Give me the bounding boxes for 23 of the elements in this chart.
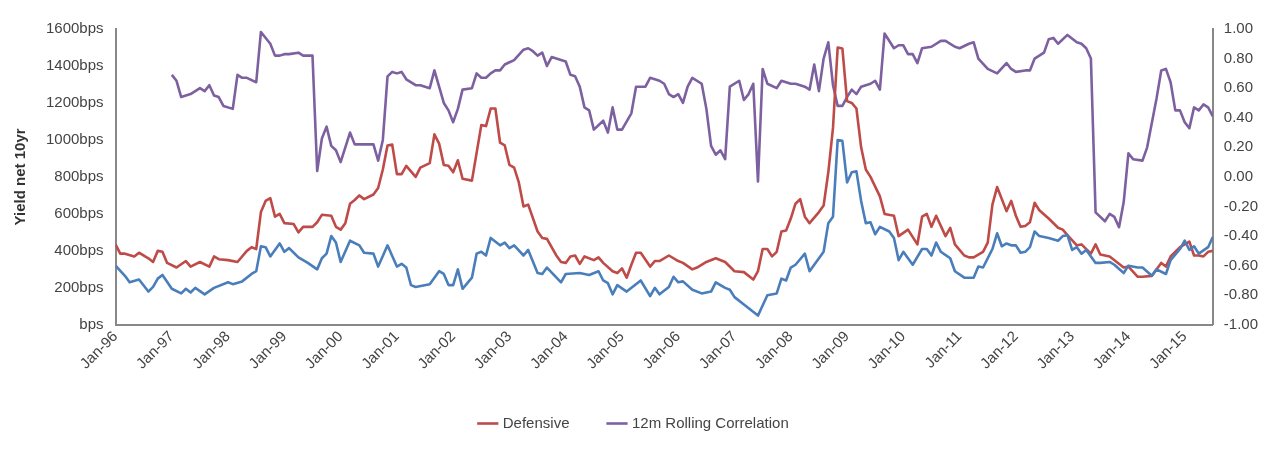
y2-tick-label: -0.60 <box>1223 255 1259 273</box>
y-tick-label: 600bps <box>54 204 104 222</box>
y-tick-label: 400bps <box>54 241 104 259</box>
y-tick-label: 1000bps <box>45 130 104 148</box>
y2-tick-label: 0.40 <box>1223 107 1254 125</box>
legend-label: Defensive <box>502 413 570 431</box>
y-tick-label: bps <box>79 314 104 332</box>
y2-tick-label: 0.60 <box>1223 78 1254 96</box>
y-axis-title: Yield net 10yr <box>11 128 29 226</box>
y2-tick-label: 1.00 <box>1223 19 1254 37</box>
y2-tick-label: -0.80 <box>1223 285 1259 303</box>
y-tick-label: 200bps <box>54 278 104 295</box>
y-tick-label: 1400bps <box>45 56 104 74</box>
y2-tick-label: 0.00 <box>1223 167 1254 185</box>
legend-label: 12m Rolling Correlation <box>631 413 789 431</box>
y2-tick-label: 0.20 <box>1223 137 1254 155</box>
y-tick-label: 800bps <box>54 167 104 185</box>
y2-tick-label: -1.00 <box>1223 314 1259 332</box>
y2-tick-label: -0.40 <box>1223 226 1259 244</box>
y2-tick-label: -0.20 <box>1223 196 1259 214</box>
y-tick-label: 1600bps <box>45 19 104 37</box>
y-tick-label: 1200bps <box>45 93 104 111</box>
y2-tick-label: 0.80 <box>1223 48 1254 66</box>
